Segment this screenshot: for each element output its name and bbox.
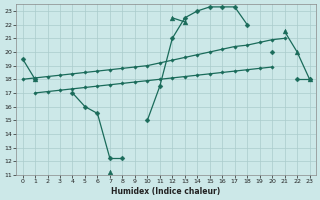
X-axis label: Humidex (Indice chaleur): Humidex (Indice chaleur)	[111, 187, 221, 196]
